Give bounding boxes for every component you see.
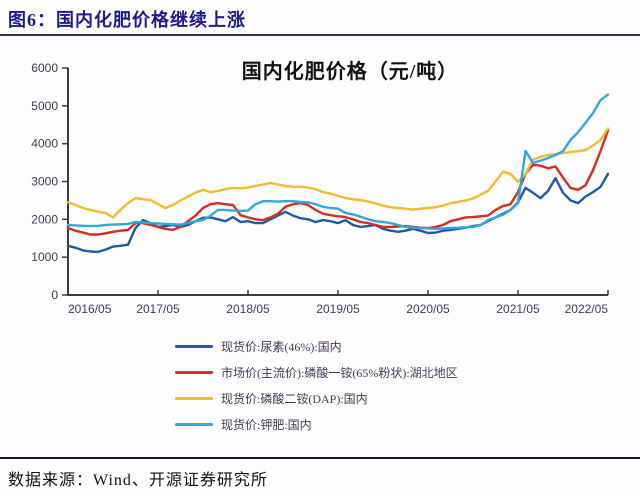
series-line	[66, 127, 610, 219]
footer-divider	[0, 457, 640, 459]
y-tick-label: 4000	[31, 137, 58, 151]
series-line	[66, 93, 610, 231]
legend-label: 现货价:磷酸二铵(DAP):国内	[221, 391, 368, 406]
chart-title: 国内化肥价格（元/吨）	[241, 61, 459, 83]
y-tick-label: 6000	[31, 61, 58, 75]
legend-item: 现货价:尿素(46%):国内	[175, 333, 458, 359]
legend-item: 现货价:磷酸二铵(DAP):国内	[175, 385, 458, 411]
y-tick-label: 3000	[31, 175, 58, 189]
x-tick-label: 2018/05	[226, 302, 270, 316]
legend-label: 现货价:尿素(46%):国内	[221, 339, 342, 354]
legend-label: 市场价(主流价):磷酸一铵(65%粉状):湖北地区	[221, 365, 458, 380]
y-tick-label: 1000	[31, 250, 58, 264]
x-tick-label: 2017/05	[136, 302, 180, 316]
legend-item: 市场价(主流价):磷酸一铵(65%粉状):湖北地区	[175, 359, 458, 385]
fertilizer-price-chart: 0 1000 2000 3000 4000 5000 6000 2016/05 2017/05 2…	[0, 40, 640, 325]
y-tick-label: 2000	[31, 212, 58, 226]
legend-item: 现货价:钾肥:国内	[175, 411, 458, 437]
header-divider	[0, 34, 640, 36]
legend-swatch	[175, 422, 213, 426]
x-tick-label: 2022/05	[565, 302, 609, 316]
chart-legend: 现货价:尿素(46%):国内市场价(主流价):磷酸一铵(65%粉状):湖北地区现…	[175, 333, 458, 437]
chart-canvas: 0 1000 2000 3000 4000 5000 6000 2016/05 2017/05 2…	[31, 61, 610, 316]
y-tick-label: 5000	[31, 99, 58, 113]
data-source: 数据来源：Wind、开源证券研究所	[8, 472, 268, 489]
series-line	[66, 172, 610, 254]
legend-swatch	[175, 396, 213, 400]
y-tick-label: 0	[51, 288, 58, 302]
legend-swatch	[175, 370, 213, 374]
x-tick-label: 2021/05	[496, 302, 540, 316]
x-tick-label: 2016/05	[68, 302, 112, 316]
figure-title: 图6：国内化肥价格继续上涨	[8, 10, 246, 30]
x-tick-label: 2019/05	[316, 302, 360, 316]
x-tick-label: 2020/05	[406, 302, 450, 316]
legend-label: 现货价:钾肥:国内	[221, 417, 312, 432]
series-line	[66, 129, 610, 236]
axes	[67, 68, 608, 296]
legend-swatch	[175, 344, 213, 348]
